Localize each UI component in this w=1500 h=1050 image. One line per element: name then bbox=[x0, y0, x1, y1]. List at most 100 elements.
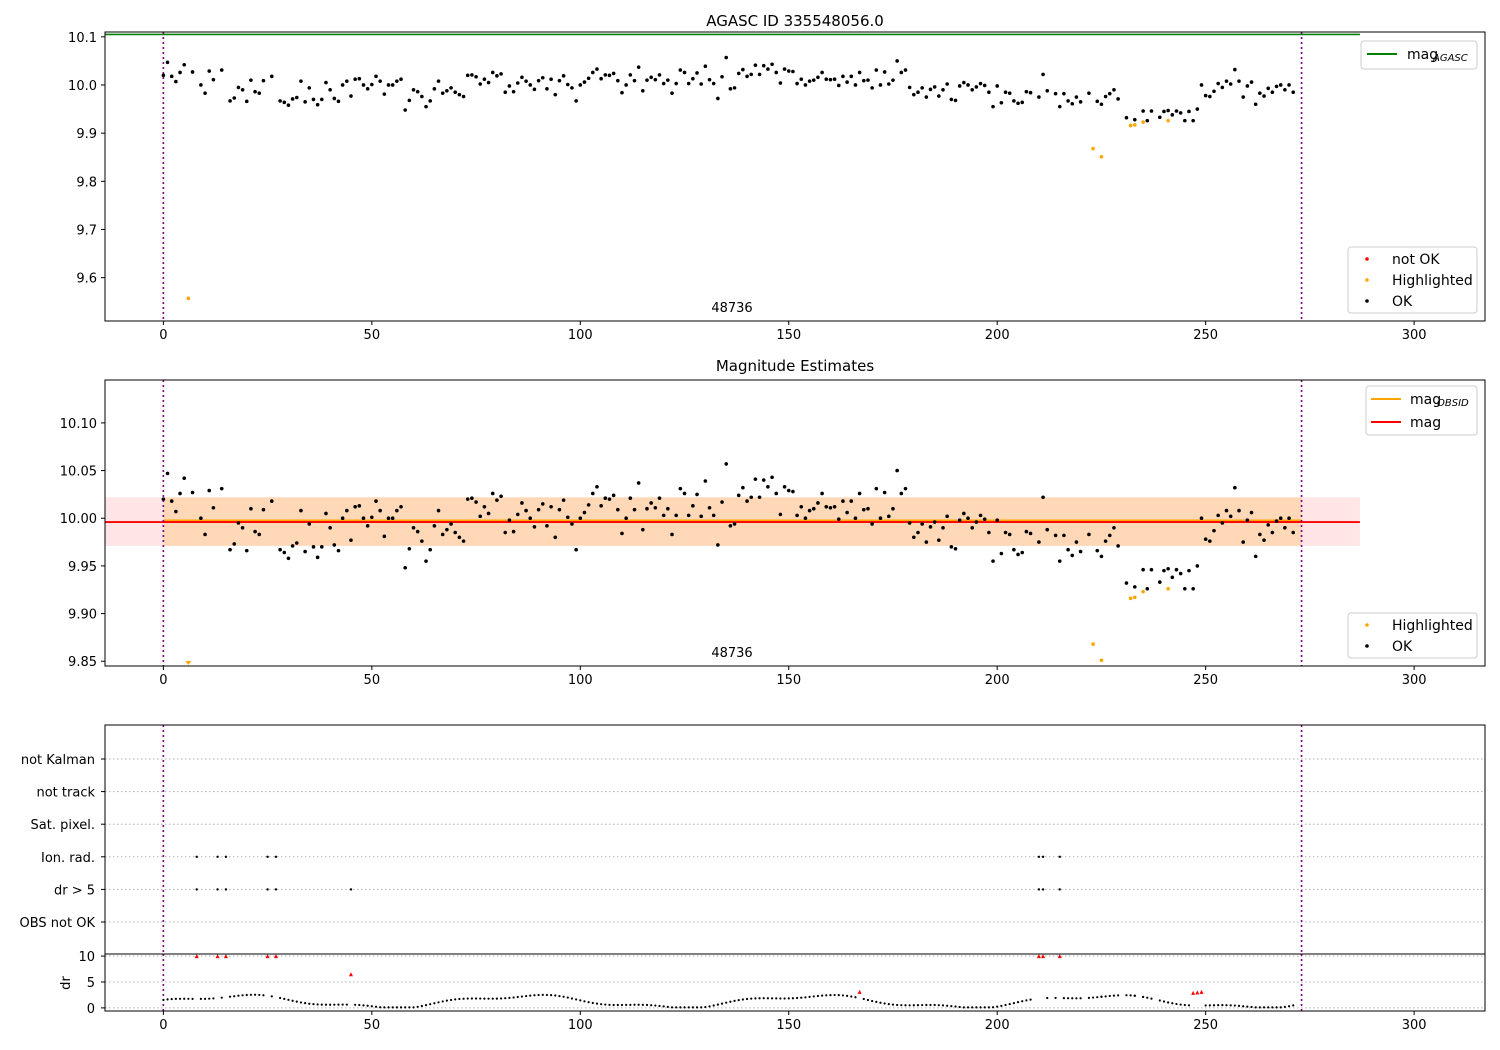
dr-point bbox=[658, 1004, 661, 1008]
ok-point bbox=[849, 74, 854, 79]
ok-point bbox=[691, 504, 695, 508]
ok-point bbox=[761, 478, 766, 482]
ok-point bbox=[190, 490, 195, 495]
dr-point bbox=[775, 997, 778, 1000]
flag-marker bbox=[1041, 888, 1045, 891]
ok-point bbox=[1220, 521, 1225, 525]
highlighted-point bbox=[1099, 658, 1104, 663]
dr-point bbox=[408, 1006, 411, 1009]
legend-mag-agasc-sub: AGASC bbox=[1432, 53, 1468, 64]
highlighted-point bbox=[186, 296, 191, 301]
ok-point bbox=[395, 508, 399, 513]
ok-point bbox=[732, 522, 737, 526]
ok-point bbox=[161, 497, 166, 501]
ok-point bbox=[962, 80, 966, 85]
dr-point bbox=[379, 1006, 382, 1009]
panel1-xtick-label: 250 bbox=[1193, 328, 1218, 343]
dr-point bbox=[996, 1005, 999, 1008]
ok-point bbox=[474, 74, 478, 79]
dr-point bbox=[1258, 1006, 1261, 1009]
dr-point bbox=[220, 996, 223, 999]
ok-point bbox=[828, 505, 833, 510]
dr-point bbox=[212, 997, 215, 1000]
ok-point bbox=[1191, 586, 1195, 591]
ok-point bbox=[1028, 531, 1033, 536]
ok-point bbox=[353, 77, 357, 82]
ok-point bbox=[578, 516, 583, 521]
ok-point bbox=[832, 504, 837, 509]
ok-point bbox=[578, 83, 583, 87]
dr-point bbox=[758, 997, 761, 1000]
dr-point bbox=[253, 993, 257, 996]
dr-point bbox=[687, 1006, 690, 1009]
ok-point bbox=[190, 70, 195, 74]
ok-point bbox=[1237, 79, 1241, 83]
panel2-ytick-label: 10.05 bbox=[60, 465, 97, 480]
ok-point bbox=[1224, 508, 1229, 513]
ok-point bbox=[1037, 95, 1041, 99]
ok-point bbox=[732, 86, 737, 90]
dr-point bbox=[495, 997, 499, 1000]
ok-point bbox=[1107, 91, 1112, 96]
dr-point bbox=[183, 997, 186, 1000]
dr-point bbox=[741, 998, 744, 1001]
dr-point bbox=[499, 997, 503, 1000]
dr-point bbox=[1283, 1005, 1286, 1008]
ok-point bbox=[574, 547, 578, 552]
panel1-xtick-label: 100 bbox=[568, 328, 593, 343]
ok-point bbox=[524, 508, 528, 513]
ok-point bbox=[1178, 571, 1183, 576]
ok-point bbox=[1220, 85, 1225, 90]
dr-point bbox=[804, 996, 807, 999]
ok-point bbox=[816, 75, 820, 80]
highlighted-point bbox=[1128, 123, 1133, 128]
ok-point bbox=[169, 74, 174, 79]
dr-point bbox=[554, 994, 557, 997]
ok-point bbox=[628, 73, 633, 77]
dr-point bbox=[1233, 1004, 1236, 1007]
dr-point bbox=[1292, 1004, 1295, 1007]
dr-point bbox=[1096, 996, 1099, 999]
dr-point bbox=[1054, 996, 1057, 1000]
dr-point bbox=[820, 994, 824, 997]
ok-point bbox=[553, 92, 558, 97]
panel4-xtick-label: 150 bbox=[776, 1018, 801, 1033]
ok-point bbox=[895, 468, 899, 473]
ok-point bbox=[891, 78, 895, 82]
dr-point bbox=[641, 1003, 644, 1006]
dr-point bbox=[991, 1006, 995, 1009]
ok-point bbox=[1291, 530, 1296, 535]
dr-point bbox=[354, 1003, 357, 1006]
dr-point bbox=[1112, 994, 1116, 997]
dr-point bbox=[291, 999, 294, 1002]
ok-point bbox=[728, 524, 733, 528]
panel1-xtick-label: 0 bbox=[159, 328, 167, 343]
ok-point bbox=[1199, 83, 1204, 87]
ok-point bbox=[728, 87, 733, 91]
ok-point bbox=[937, 94, 941, 98]
dr-point bbox=[445, 999, 448, 1002]
ok-point bbox=[1045, 88, 1050, 93]
dr-point bbox=[166, 998, 169, 1001]
dr-point bbox=[862, 997, 865, 1001]
panel1-xtick-label: 200 bbox=[985, 328, 1010, 343]
dr-point bbox=[1183, 1003, 1186, 1007]
flag-marker bbox=[349, 888, 353, 891]
ok-point bbox=[586, 503, 591, 507]
ok-point bbox=[645, 78, 649, 82]
ok-point bbox=[1045, 527, 1050, 532]
ok-point bbox=[937, 538, 941, 542]
dr-point bbox=[608, 1003, 611, 1006]
flag-marker bbox=[274, 888, 278, 891]
ok-point bbox=[841, 499, 845, 503]
ok-point bbox=[219, 486, 224, 491]
dr-flagged-point bbox=[1191, 990, 1196, 995]
ok-point bbox=[1070, 101, 1075, 106]
ok-point bbox=[199, 516, 203, 521]
ok-point bbox=[849, 499, 854, 503]
ok-point bbox=[745, 499, 749, 503]
dr-point bbox=[441, 1000, 444, 1003]
ok-point bbox=[599, 504, 603, 508]
ok-point bbox=[244, 99, 249, 104]
ok-point bbox=[528, 83, 533, 87]
